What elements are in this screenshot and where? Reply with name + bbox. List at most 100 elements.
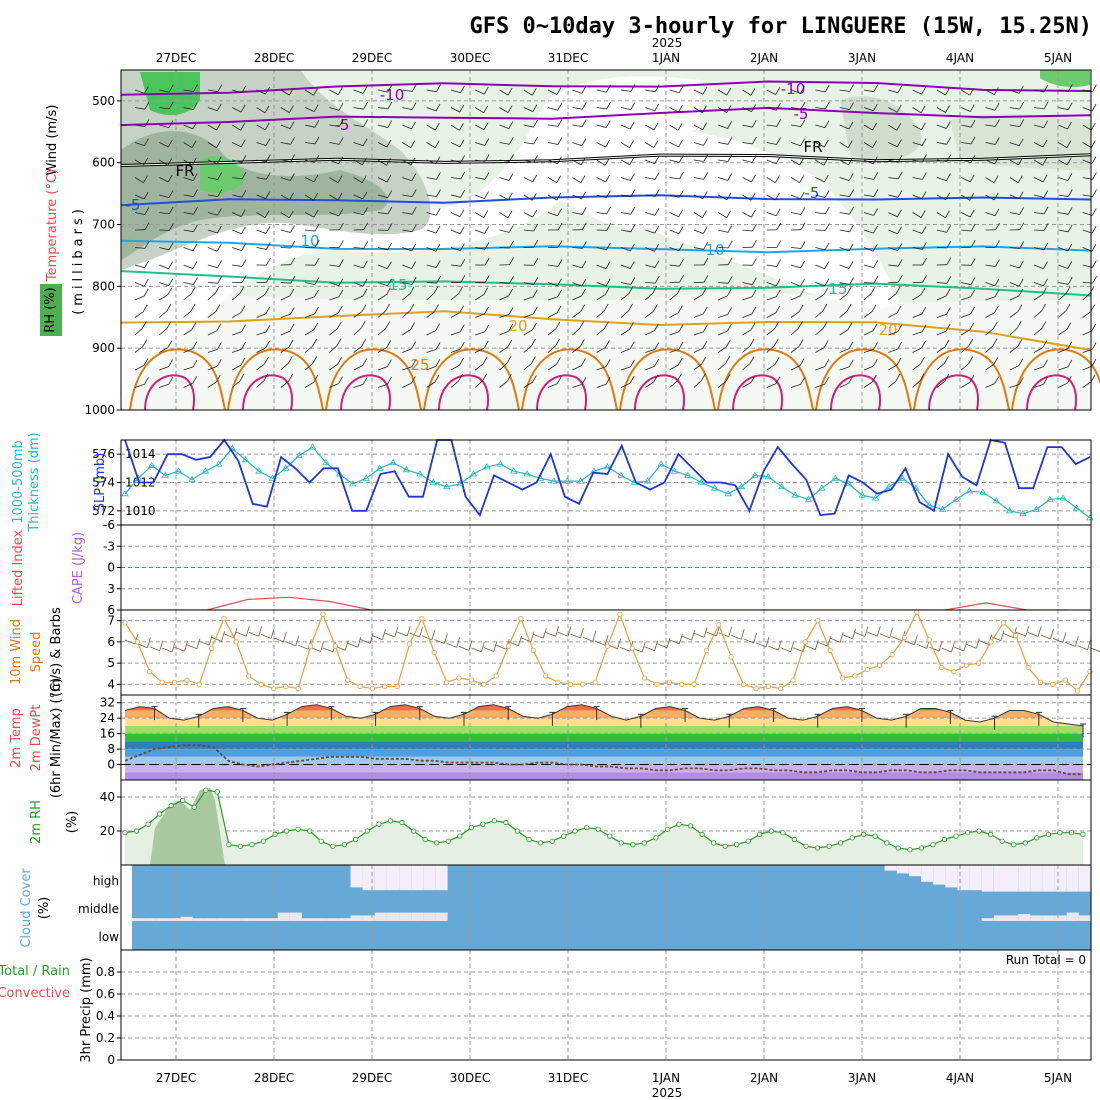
- wind-barb: [678, 85, 684, 93]
- wind-barb: [387, 359, 392, 367]
- wind-barb: [572, 177, 582, 184]
- wind-barb: [749, 356, 755, 364]
- wind-barb: [304, 313, 315, 318]
- wind-barb: [1033, 264, 1044, 270]
- wind-barb: [508, 137, 514, 145]
- thickness-point: [979, 488, 987, 495]
- wind-barb: [1009, 142, 1020, 147]
- wind-barb: [304, 363, 313, 371]
- wind-barb: [629, 376, 635, 384]
- wind-barb: [742, 177, 752, 183]
- wind-barb: [426, 124, 436, 131]
- wind-barb: [985, 345, 994, 353]
- wind-barb: [1091, 323, 1097, 331]
- wind-barb: [1082, 293, 1091, 301]
- wind-barb: [557, 156, 562, 164]
- wind-speed-point: [493, 673, 499, 679]
- wind-barb: [530, 631, 535, 642]
- wind-barb: [353, 328, 362, 336]
- wind-barb: [669, 159, 680, 163]
- wind-barb: [482, 373, 487, 381]
- wind-barb: [499, 212, 509, 219]
- wind-barb: [944, 356, 949, 364]
- wind-barb: [191, 322, 197, 330]
- wind-barb: [742, 89, 752, 96]
- wind-barb: [742, 296, 753, 301]
- wind-barb: [605, 139, 610, 148]
- wind-barb: [533, 136, 539, 145]
- wind-barb: [775, 156, 781, 164]
- wind-barb: [628, 303, 633, 312]
- wind-barb: [1058, 229, 1069, 233]
- wind-barb: [191, 286, 196, 294]
- wind-barb: [338, 119, 344, 127]
- wind-barb: [314, 120, 320, 128]
- wind-barb: [338, 278, 344, 286]
- cloud-high-bar: [1018, 865, 1031, 892]
- wind-barb: [159, 212, 170, 215]
- wind-barb: [377, 294, 387, 301]
- wind-barb: [912, 294, 922, 301]
- wind-speed-point: [1037, 679, 1044, 685]
- wind-barb: [459, 104, 465, 113]
- wind-barb: [523, 329, 533, 336]
- wind-barb: [702, 226, 708, 234]
- wind-barb: [314, 289, 319, 297]
- wind-barb: [239, 286, 245, 294]
- wind-barb: [645, 142, 655, 148]
- wind-barb: [353, 124, 364, 127]
- wind-barb: [475, 313, 485, 318]
- wind-barb: [824, 242, 830, 251]
- wind-barb: [995, 240, 1000, 248]
- wind-barb: [871, 286, 876, 294]
- wind-barb: [338, 259, 344, 267]
- wind-barb: [289, 192, 294, 200]
- y-tick-label: -6: [103, 518, 115, 532]
- wind-barb: [460, 85, 465, 93]
- wind-speed-point: [332, 643, 338, 649]
- cloud-mid-bar: [1078, 915, 1091, 921]
- wind-barb: [872, 122, 877, 131]
- contour-label: -5: [794, 105, 809, 123]
- wind-barb: [773, 338, 779, 346]
- wind-barb: [232, 331, 242, 336]
- cloud-high-bar: [896, 865, 909, 874]
- wind-barb: [596, 383, 607, 388]
- wind-barb: [888, 364, 898, 371]
- wind-barb: [507, 210, 513, 218]
- wind-barb: [751, 209, 756, 218]
- wind-barb: [572, 107, 583, 110]
- wind-barb: [727, 225, 733, 233]
- rh-point: [826, 843, 832, 849]
- wind-barb: [994, 289, 1000, 297]
- wind-barb: [484, 242, 490, 250]
- wind-barb: [362, 260, 368, 269]
- wind-barb: [159, 142, 169, 148]
- wind-barb: [166, 303, 172, 312]
- wind-speed-point: [209, 645, 215, 651]
- wind-barb: [223, 633, 235, 639]
- wind-barb: [1058, 382, 1068, 388]
- cloud-mid-bar: [1006, 915, 1019, 921]
- wind-barb: [508, 225, 514, 233]
- wind-barb: [921, 324, 927, 332]
- wind-barb: [329, 264, 340, 267]
- wind-barb: [985, 142, 996, 145]
- wind-speed-point: [691, 681, 697, 688]
- wind-barb: [752, 258, 757, 266]
- wind-barb: [824, 174, 829, 183]
- wind-barb: [191, 157, 197, 166]
- wind-barb: [669, 331, 680, 336]
- wind-barb: [846, 303, 852, 312]
- wind-barb: [508, 121, 514, 129]
- thickness-point: [965, 487, 974, 494]
- wind-barb: [765, 636, 770, 648]
- wind-barb: [921, 122, 926, 130]
- wind-barb: [304, 296, 315, 301]
- wind-barb: [863, 293, 872, 301]
- contour-loop-hot: [634, 374, 685, 411]
- wind-barb: [799, 191, 805, 200]
- wind-barb: [985, 124, 996, 127]
- wind-barb: [468, 640, 473, 651]
- wind-barb: [776, 259, 782, 267]
